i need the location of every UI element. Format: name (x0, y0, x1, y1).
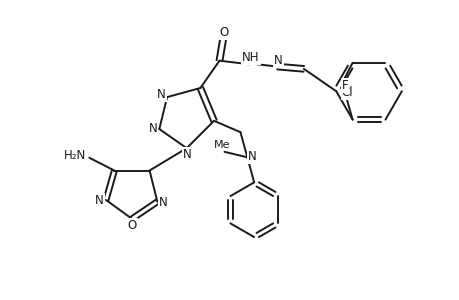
Text: N: N (95, 194, 104, 207)
Text: F: F (341, 79, 347, 92)
Text: H₂N: H₂N (63, 149, 85, 162)
Text: N: N (148, 122, 157, 135)
Text: O: O (128, 219, 137, 232)
Text: N: N (159, 196, 168, 209)
Text: N: N (274, 54, 282, 67)
Text: Cl: Cl (341, 86, 353, 99)
Text: N: N (157, 88, 166, 101)
Text: N: N (182, 148, 191, 160)
Text: Me: Me (213, 140, 230, 150)
Text: NH: NH (242, 51, 259, 64)
Text: N: N (247, 150, 256, 163)
Text: O: O (218, 26, 228, 39)
